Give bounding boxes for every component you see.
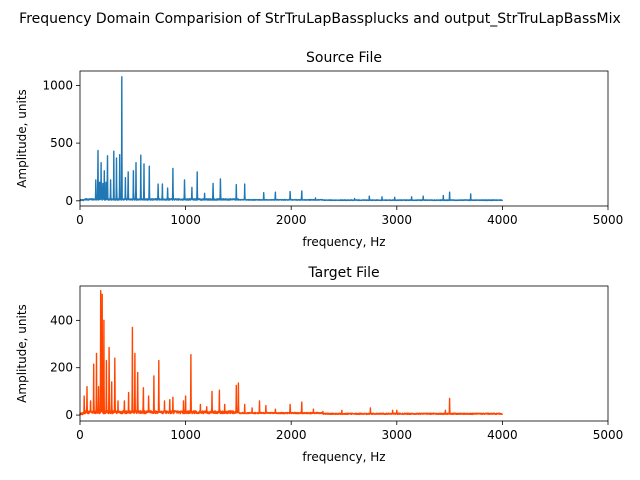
target-file-spectrum-line bbox=[79, 290, 504, 416]
figure-suptitle: Frequency Domain Comparision of StrTruLa… bbox=[19, 11, 621, 27]
target-file-x-tick-label: 2000 bbox=[276, 428, 307, 442]
source-file-title: Source File bbox=[306, 50, 382, 66]
source-file-x-axis-label: frequency, Hz bbox=[302, 235, 385, 249]
source-file-y-tick-label: 0 bbox=[65, 194, 73, 208]
target-file-title: Target File bbox=[307, 265, 379, 281]
target-file-y-axis-label: Amplitude, units bbox=[15, 304, 29, 403]
source-file-subplot: Source File frequency, Hz Amplitude, uni… bbox=[15, 50, 623, 249]
source-file-x-tick-label: 1000 bbox=[170, 213, 201, 227]
target-file-x-tick-label: 3000 bbox=[382, 428, 413, 442]
target-file-x-tick-label: 5000 bbox=[593, 428, 624, 442]
target-file-subplot: Target File frequency, Hz Amplitude, uni… bbox=[15, 265, 623, 464]
source-file-x-tick-label: 4000 bbox=[487, 213, 518, 227]
target-file-y-tick-label: 200 bbox=[50, 361, 73, 375]
source-file-x-tick-label: 3000 bbox=[382, 213, 413, 227]
target-file-x-tick-label: 4000 bbox=[487, 428, 518, 442]
source-file-spectrum-line bbox=[79, 76, 504, 202]
target-file-axes-frame bbox=[79, 285, 609, 422]
source-file-y-axis-label: Amplitude, units bbox=[15, 89, 29, 188]
source-file-y-tick-label: 500 bbox=[50, 136, 73, 150]
source-file-axes-frame bbox=[79, 70, 609, 207]
target-file-x-tick-label: 1000 bbox=[170, 428, 201, 442]
target-file-x-tick-label: 0 bbox=[76, 428, 84, 442]
source-file-x-tick-label: 0 bbox=[76, 213, 84, 227]
source-file-y-tick-label: 1000 bbox=[42, 78, 73, 92]
target-file-x-axis-label: frequency, Hz bbox=[302, 450, 385, 464]
target-file-y-tick-label: 400 bbox=[50, 313, 73, 327]
target-file-y-tick-label: 0 bbox=[65, 408, 73, 422]
source-file-x-tick-label: 5000 bbox=[593, 213, 624, 227]
source-file-x-tick-label: 2000 bbox=[276, 213, 307, 227]
